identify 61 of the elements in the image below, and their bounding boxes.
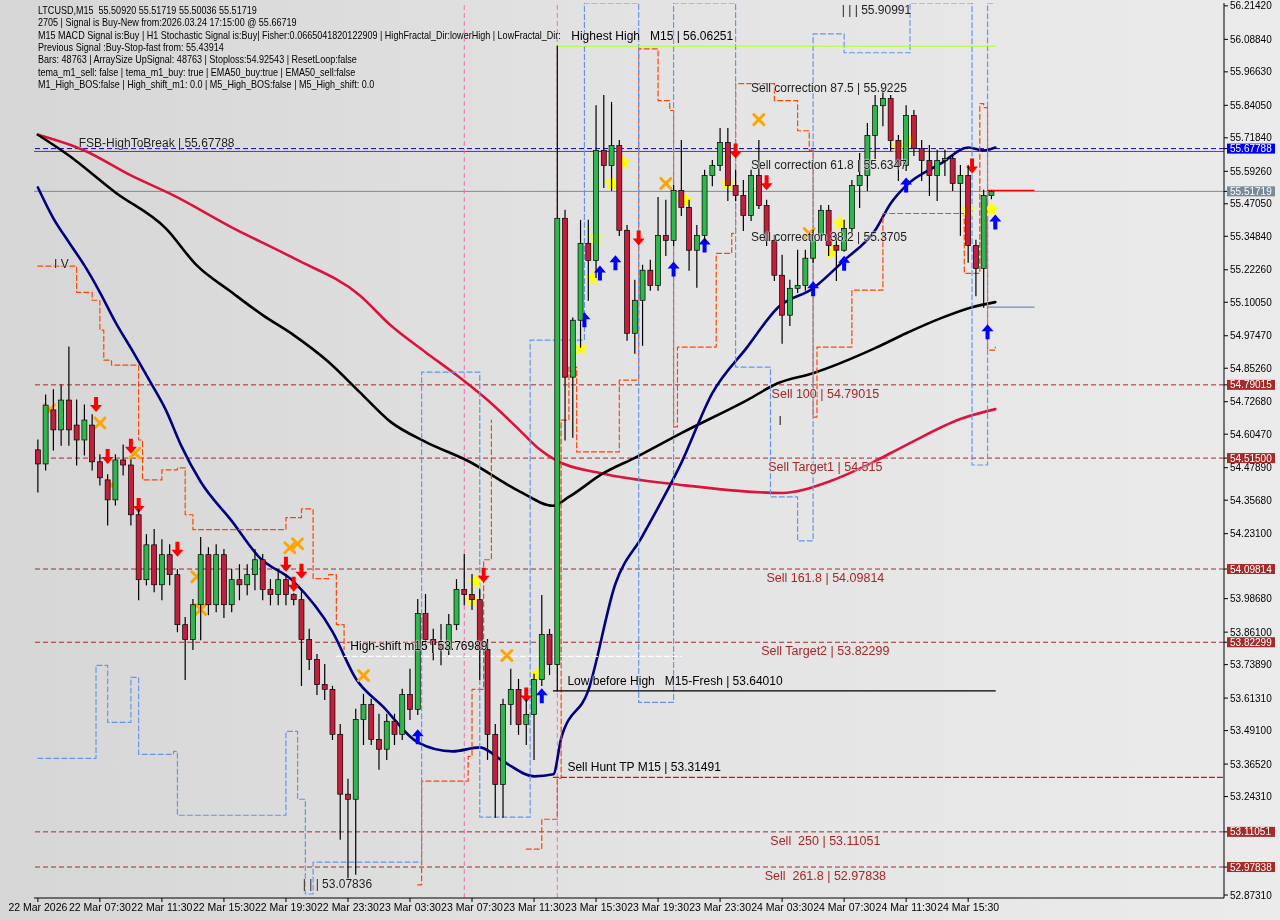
y-tick-label: 55.10050 (1230, 296, 1273, 308)
x-tick-label: 23 Mar 19:30 (627, 901, 690, 914)
x-tick-label: 23 Mar 23:30 (689, 901, 752, 914)
y-tick-label: 54.35680 (1230, 494, 1273, 506)
y-tick-label: 55.59260 (1230, 165, 1273, 177)
x-tick-label: 22 Mar 15:30 (193, 901, 256, 914)
ref-line-label: Sell 250 | 53.11051 (770, 833, 881, 848)
y-tick-label: 55.71840 (1230, 132, 1273, 144)
annotation: FSB-HighToBreak | 55.67788 (78, 135, 235, 150)
y-tick-label: 53.86100 (1230, 626, 1273, 638)
x-tick-label: 24 Mar 11:30 (875, 901, 937, 914)
y-tick-label: 53.98680 (1230, 593, 1273, 605)
y-tick-label: 54.47890 (1230, 462, 1273, 474)
x-tick-label: 22 Mar 07:30 (68, 901, 131, 914)
y-tick-label: 56.08840 (1230, 33, 1273, 45)
y-tick-label: 55.22260 (1230, 264, 1273, 276)
y-tick-label: 54.97470 (1230, 330, 1273, 342)
y-tick-label: 55.96630 (1230, 66, 1273, 78)
x-tick-label: 23 Mar 07:30 (441, 901, 504, 914)
annotation: M1_High_BOS:false | High_shift_m1: 0.0 | M5_High_BOS:false | M5_High_shift: 0.0 (38, 77, 375, 90)
series-label: Highest High M15 | 56.06251 (571, 29, 734, 44)
x-tick-label: 23 Mar 15:30 (565, 901, 628, 914)
y-tick-label: 55.84050 (1230, 99, 1273, 111)
y-tick-label: 53.36520 (1230, 758, 1273, 770)
y-tick-label: 56.21420 (1230, 0, 1273, 12)
y-tick-label: 53.73890 (1230, 659, 1273, 671)
ref-line-label: Sell 261.8 | 52.97838 (764, 869, 887, 884)
x-tick-label: 22 Mar 2026 (8, 901, 68, 914)
annotation: Bars: 48763 | ArraySize UpSignal: 48763 | Stoploss:54.92543 | ResetLoop:false (38, 53, 357, 66)
annotation: I (778, 413, 782, 428)
x-tick-label: 22 Mar 23:30 (317, 901, 380, 914)
y-tick-label: 55.47050 (1230, 198, 1273, 210)
x-tick-label: 23 Mar 11:30 (503, 901, 565, 914)
y-tick-label: 53.24310 (1230, 791, 1273, 803)
x-tick-label: 22 Mar 19:30 (255, 901, 318, 914)
ref-line-label: Sell 100 | 54.79015 (771, 386, 880, 401)
y-tick-label: 53.49100 (1230, 725, 1273, 737)
x-tick-label: 24 Mar 15:30 (937, 901, 1000, 914)
chart-title: LTCUSD,M15 55.50920 55.51719 55.50036 55.51719 (38, 4, 257, 16)
y-tick-label: 52.87310 (1230, 889, 1273, 901)
ref-line-label: Sell 161.8 | 54.09814 (766, 571, 885, 586)
annotation: Sell correction 87.5 | 55.9225 (750, 81, 907, 96)
y-tick-label: 54.23100 (1230, 528, 1273, 540)
annotation: 2705 | Signal is Buy-New from:2026.03.24 17:15:00 @ 55.66719 (38, 16, 297, 29)
y-tick-label: 54.85260 (1230, 362, 1273, 374)
series-label: Low before High M15-Fresh | 53.64010 (567, 673, 783, 688)
x-tick-label: 22 Mar 11:30 (131, 901, 193, 914)
annotation: | | | 55.90991 (841, 3, 912, 18)
annotation: Previous Signal :Buy-Stop-fast from: 55.43914 (38, 40, 224, 53)
x-tick-label: 24 Mar 03:30 (751, 901, 814, 914)
y-tick-label: 54.72680 (1230, 396, 1273, 408)
y-tick-label: 55.34840 (1230, 230, 1273, 242)
ref-line-label: Sell Target2 | 53.82299 (761, 644, 890, 659)
annotation: | | | 53.07836 (302, 876, 373, 891)
annotation: M15 MACD Signal is:Buy | H1 Stochastic Signal is:Buy| Fisher:0.0665041820122909 | HighFractal_Dir:lowerHigh | LowFractal_Dir: (38, 28, 561, 41)
annotation: tema_m1_sell: false | tema_m1_buy: true | EMA50_buy:true | EMA50_sell:false (38, 65, 356, 78)
y-tick-label: 53.61310 (1230, 692, 1273, 704)
y-tick-label: 54.60470 (1230, 428, 1273, 440)
x-tick-label: 23 Mar 03:30 (379, 901, 442, 914)
x-tick-label: 24 Mar 07:30 (813, 901, 876, 914)
series-label: Sell Hunt TP M15 | 53.31491 (567, 760, 721, 775)
